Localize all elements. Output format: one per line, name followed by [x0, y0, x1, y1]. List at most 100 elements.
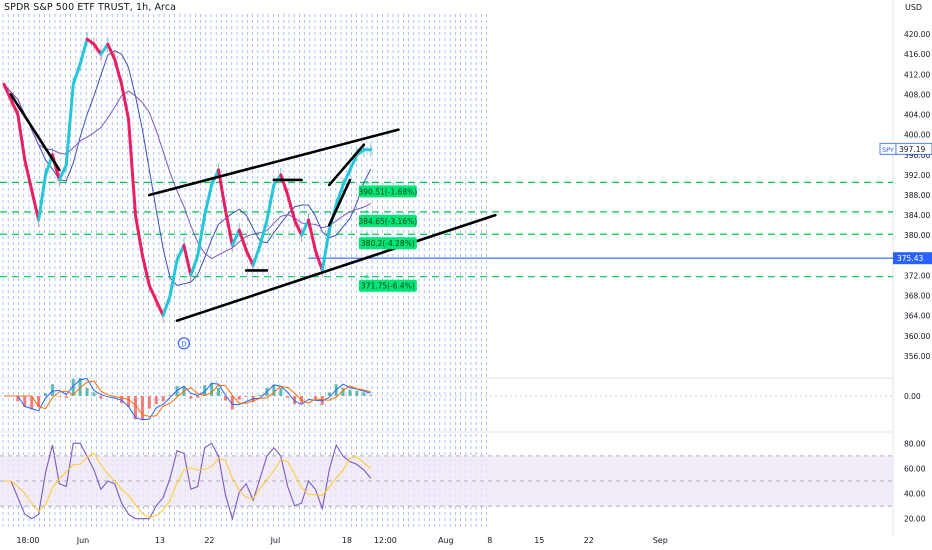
- level-label-bg: [358, 237, 417, 250]
- trend-segment: [106, 42, 117, 61]
- price-tick-label: 372.00: [904, 271, 930, 280]
- level-label-bg: [358, 214, 417, 227]
- trend-segment: [341, 168, 352, 187]
- macd-panel: [0, 377, 893, 421]
- vertical-grid: [0, 0, 894, 535]
- time-tick-label: 8: [487, 536, 492, 545]
- trend-segment: [133, 213, 144, 257]
- price-tick-label: 400.00: [904, 131, 930, 140]
- level-label-bg: [358, 185, 417, 198]
- ma-slow: [3, 84, 371, 260]
- price-tick-label: 404.00: [904, 111, 930, 120]
- channel-lower-line: [175, 213, 497, 322]
- rsi-tick-label: 20.00: [904, 515, 926, 524]
- time-tick-label: Jul: [270, 536, 281, 545]
- rsi-tick-label: 80.00: [904, 439, 926, 448]
- currency-label: USD: [905, 3, 923, 12]
- price-line-label: 375.43: [897, 254, 923, 263]
- trend-segment: [113, 57, 124, 86]
- trend-segment: [265, 183, 276, 222]
- time-tick-label: 22: [584, 536, 594, 545]
- price-tick-label: 408.00: [904, 90, 930, 99]
- trend-segment: [244, 248, 255, 267]
- price-axis: 420.00 416.00 412.00 408.00 404.00 400.00 396.…: [879, 30, 932, 524]
- price-tick-label: 420.00: [904, 30, 930, 39]
- trend-segment: [175, 243, 186, 262]
- price-tick-label: 384.00: [904, 211, 930, 220]
- price-tick-label: 356.00: [904, 352, 930, 361]
- trend-segment: [223, 208, 234, 247]
- level-label-bg: [358, 279, 417, 292]
- price-series: D: [2, 32, 373, 350]
- trend-segment: [64, 82, 75, 167]
- price-tick-label: 364.00: [904, 312, 930, 321]
- macd-zero-label: 0.00: [904, 392, 921, 401]
- price-line-label-bg: [893, 252, 932, 265]
- level-arrow: [363, 180, 370, 184]
- trend-segment: [161, 294, 172, 318]
- price-tick-label: 388.00: [904, 191, 930, 200]
- rsi-tick-label: 60.00: [904, 464, 926, 473]
- trendline: [9, 93, 61, 172]
- level-label: 390.51(-1.68%): [359, 187, 418, 196]
- time-tick-label: Jun: [76, 536, 90, 545]
- trend-segment: [71, 62, 82, 86]
- rsi-tick-label: 40.00: [904, 490, 926, 499]
- level-arrow: [363, 232, 370, 236]
- trend-segment: [57, 163, 68, 182]
- rsi-signal-line: [4, 452, 372, 519]
- channel-upper-line: [148, 128, 400, 197]
- trend-segment: [196, 213, 207, 257]
- ma-fast: [3, 50, 372, 287]
- time-tick-label: 22: [204, 536, 214, 545]
- time-tick-label: 18:00: [16, 536, 39, 545]
- rsi-line: [4, 442, 372, 521]
- level-labels: 390.51(-1.68%) 384.65(-3.16%) 380.2(-4.28%…: [358, 180, 418, 292]
- time-tick-label: 18: [342, 536, 352, 545]
- trend-segment: [237, 228, 248, 252]
- trend-segment: [23, 158, 34, 192]
- price-tick-label: 396.00: [904, 151, 930, 160]
- level-label: 384.65(-3.16%): [359, 217, 418, 226]
- time-tick-label: 15: [534, 536, 544, 545]
- trend-segment: [334, 183, 345, 207]
- time-tick-label: 13: [155, 536, 165, 545]
- trend-segment: [147, 284, 158, 303]
- trend-segment: [258, 218, 269, 247]
- trend-segment: [300, 218, 310, 237]
- trend-segment: [140, 253, 151, 287]
- chart-title: SPDR S&P 500 ETF TRUST, 1h, Arca: [4, 2, 177, 13]
- trend-segment: [154, 299, 165, 318]
- symbol-tag-label: SPY: [882, 146, 894, 154]
- trend-segment: [348, 153, 359, 172]
- trend-segment: [293, 218, 304, 237]
- level-label: 380.2(-4.28%): [361, 239, 415, 248]
- trendline: [327, 143, 366, 187]
- event-marker: [177, 337, 191, 350]
- trend-segment: [230, 228, 241, 247]
- trend-segment: [16, 113, 27, 162]
- macd-signal-line: [4, 380, 371, 417]
- trend-segment: [30, 188, 41, 222]
- trend-segment: [92, 42, 103, 56]
- trend-segment: [9, 97, 20, 117]
- level-arrow: [363, 274, 370, 278]
- trend-segment: [279, 173, 290, 197]
- trendlines: [9, 93, 497, 322]
- level-arrow: [363, 209, 370, 213]
- event-marker-label: D: [181, 340, 186, 348]
- trend-segment: [251, 243, 262, 267]
- trend-segment: [189, 253, 200, 277]
- trend-segment: [78, 37, 89, 66]
- time-axis: 18:00 Jun 13 22 Jul 18 12:00 Aug 8 15 22 Sep: [16, 536, 667, 545]
- trend-segment: [127, 118, 137, 217]
- trend-segment: [120, 82, 131, 122]
- trend-segment: [313, 248, 324, 272]
- rsi-band-fill: [0, 455, 893, 507]
- price-tick-label: 392.00: [904, 171, 930, 180]
- price-tick-label: 412.00: [904, 70, 930, 79]
- last-price-tag-label: 397.19: [899, 145, 925, 154]
- price-tick-label: 416.00: [904, 50, 930, 59]
- price-tick-label: 368.00: [904, 292, 930, 301]
